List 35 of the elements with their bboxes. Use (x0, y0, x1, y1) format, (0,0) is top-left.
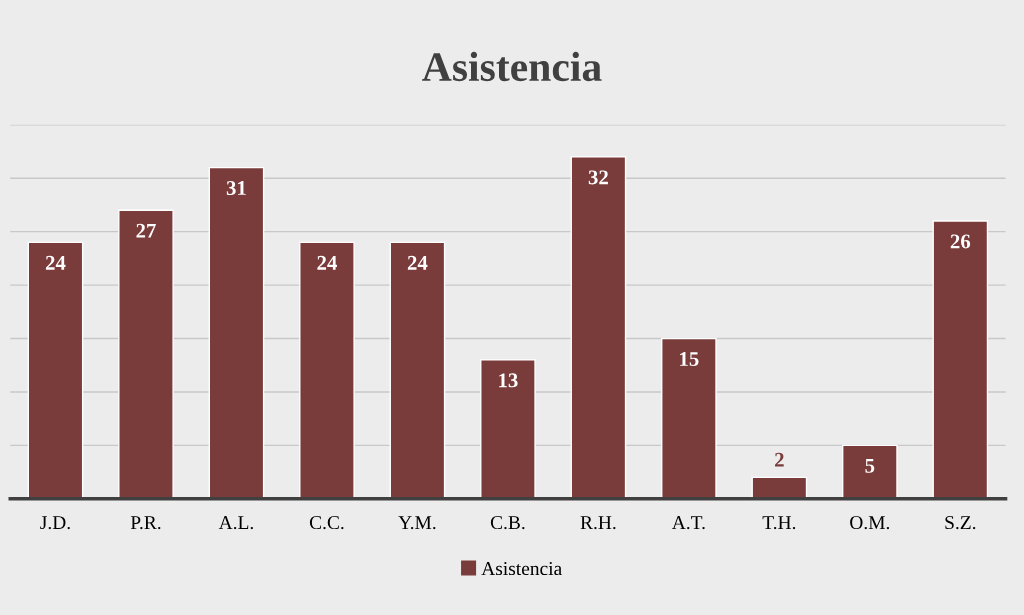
x-tick-label: C.B. (490, 516, 525, 530)
bar (842, 444, 898, 499)
data-label: 24 (317, 255, 337, 270)
data-label: 32 (588, 170, 608, 185)
bar (480, 359, 536, 499)
bar (208, 166, 265, 499)
bar (661, 337, 717, 499)
x-tick-label: O.M. (850, 516, 890, 530)
data-label: 24 (407, 255, 428, 270)
bar (751, 476, 808, 499)
x-tick-label: P.R. (130, 516, 161, 530)
data-label: 27 (136, 223, 156, 238)
x-tick-label: S.Z. (945, 516, 976, 530)
legend-label: Asistencia (481, 562, 562, 576)
x-tick-label: A.T. (671, 516, 705, 530)
bar (932, 220, 989, 499)
data-label: 31 (226, 181, 246, 196)
bar (299, 241, 355, 499)
x-tick-label: T.H. (762, 516, 796, 530)
data-label: 5 (865, 458, 875, 473)
x-tick-label: Y.M. (398, 516, 436, 530)
bar (389, 241, 446, 499)
data-label: 15 (680, 352, 699, 366)
chart-title: Asistencia (422, 51, 602, 82)
data-label: 2 (775, 452, 784, 467)
x-tick-label: R.H. (580, 516, 616, 530)
x-tick-label: C.C. (309, 516, 344, 530)
bar (118, 209, 174, 499)
x-tick-label: J.D. (40, 516, 70, 530)
bar (570, 156, 627, 499)
bar (27, 241, 84, 499)
x-tick-label: A.L. (218, 516, 253, 530)
data-label: 24 (45, 255, 66, 270)
data-label: 13 (499, 373, 518, 388)
data-label: 26 (950, 234, 971, 249)
